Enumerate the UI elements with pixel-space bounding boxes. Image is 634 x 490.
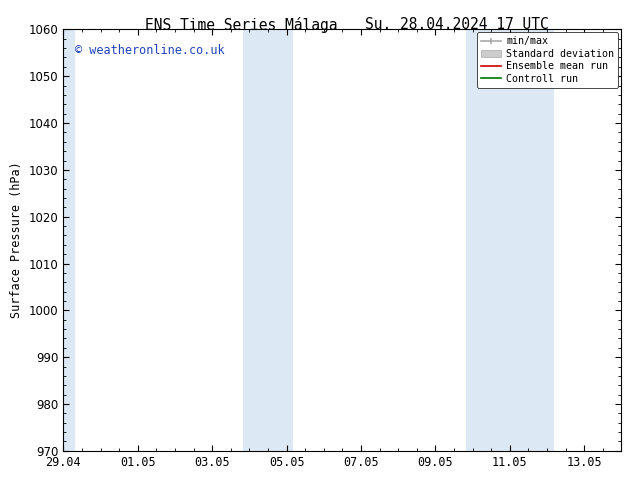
Text: ENS Time Series Málaga: ENS Time Series Málaga [145, 17, 337, 33]
Y-axis label: Surface Pressure (hPa): Surface Pressure (hPa) [10, 162, 23, 318]
Bar [243, 29, 294, 451]
Text: Su. 28.04.2024 17 UTC: Su. 28.04.2024 17 UTC [365, 17, 548, 32]
Legend: min/max, Standard deviation, Ensemble mean run, Controll run: min/max, Standard deviation, Ensemble me… [477, 32, 618, 88]
Bar [61, 29, 75, 451]
Bar [466, 29, 553, 451]
Text: © weatheronline.co.uk: © weatheronline.co.uk [75, 44, 224, 57]
